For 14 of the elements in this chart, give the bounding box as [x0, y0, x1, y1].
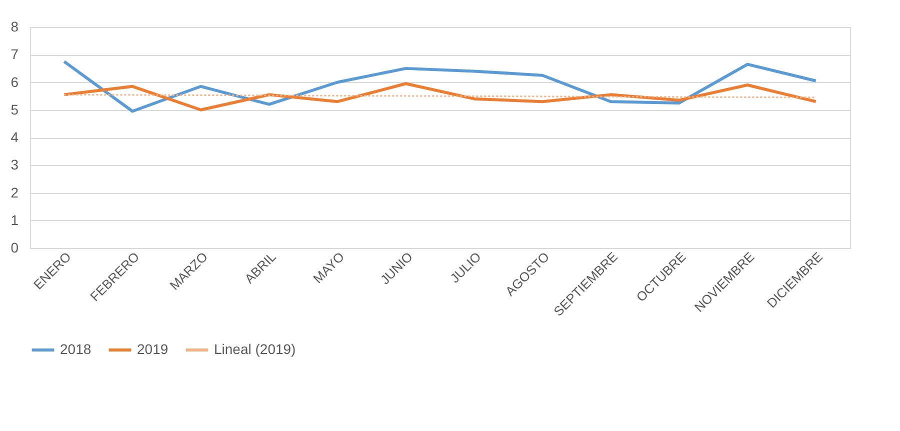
line-series [62, 82, 818, 112]
legend-label: 2019 [137, 341, 168, 357]
line-series [62, 60, 818, 113]
y-tick-label: 5 [10, 101, 19, 118]
y-tick-label: 8 [10, 18, 19, 34]
y-tick-label: 0 [10, 240, 19, 256]
y-tick-label: 2 [10, 184, 19, 200]
y-tick-label: 4 [10, 129, 19, 145]
y-tick-label: 3 [10, 156, 19, 173]
y-tick-label: 1 [10, 212, 19, 228]
y-tick-label: 7 [10, 46, 19, 62]
legend-label: Lineal (2019) [214, 341, 296, 357]
legend-label: 2018 [60, 341, 92, 357]
y-tick-label: 6 [10, 74, 19, 90]
